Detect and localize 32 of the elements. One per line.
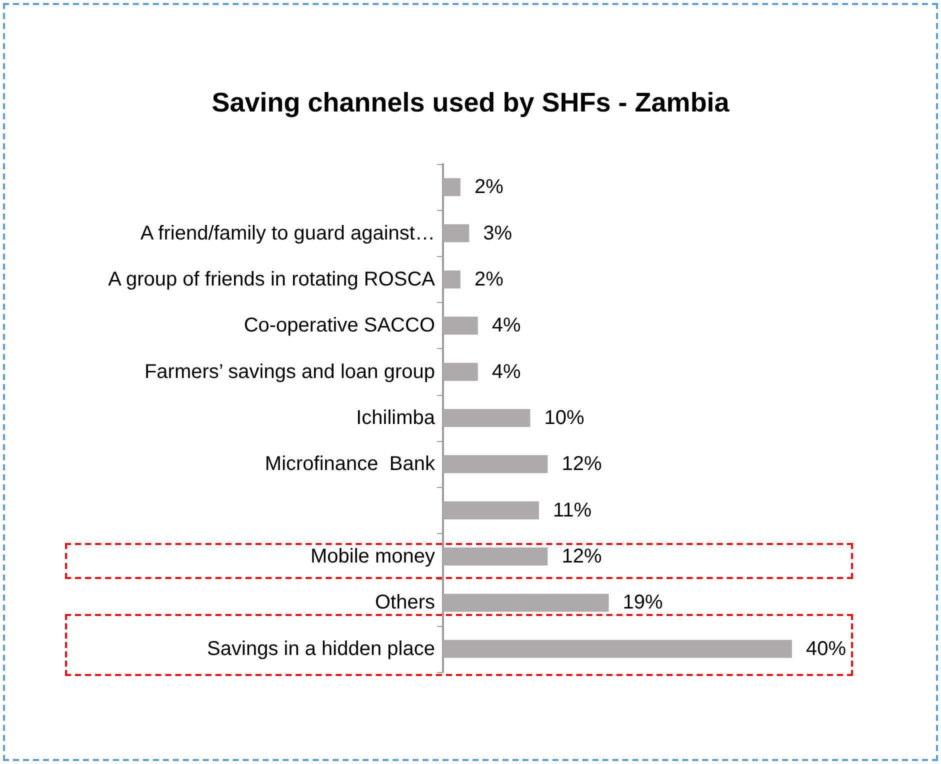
y-tick-label: Savings in a hidden place [207,638,435,660]
data-label: 11% [552,499,592,522]
data-label: 19% [622,592,664,614]
data-label: 4% [492,314,522,337]
y-tick-label: Microfinance Bank [264,453,436,476]
y-tick-label: A friend/family to guard against… [140,222,435,244]
data-label: 2% [474,268,504,290]
data-label: 12% [562,453,602,476]
y-tick-label: Others [374,592,435,614]
y-tick-label: Ichilimba [356,407,436,429]
bar [443,501,539,520]
bar [443,594,609,612]
bar [443,270,460,288]
bar [443,316,478,335]
data-label: 40% [806,638,846,660]
bar [443,640,792,658]
y-tick-label: Mobile money [310,546,435,568]
data-label: 4% [492,360,522,383]
data-label: 2% [474,176,504,198]
data-label: 10% [544,407,584,429]
y-tick-label: Co-operative SACCO [244,314,435,337]
data-label: 3% [483,222,512,244]
y-tick-label: Farmers’ savings and loan group [144,360,435,383]
bar [443,224,470,242]
data-label: 12% [562,546,602,568]
bar [443,178,460,196]
bar [443,548,548,566]
y-tick-label: A group of friends in rotating ROSCA [108,268,436,290]
chart-title: Saving channels used by SHFs - Zambia [212,88,730,118]
bar [443,409,530,427]
bar [443,362,478,381]
bar [443,455,548,474]
